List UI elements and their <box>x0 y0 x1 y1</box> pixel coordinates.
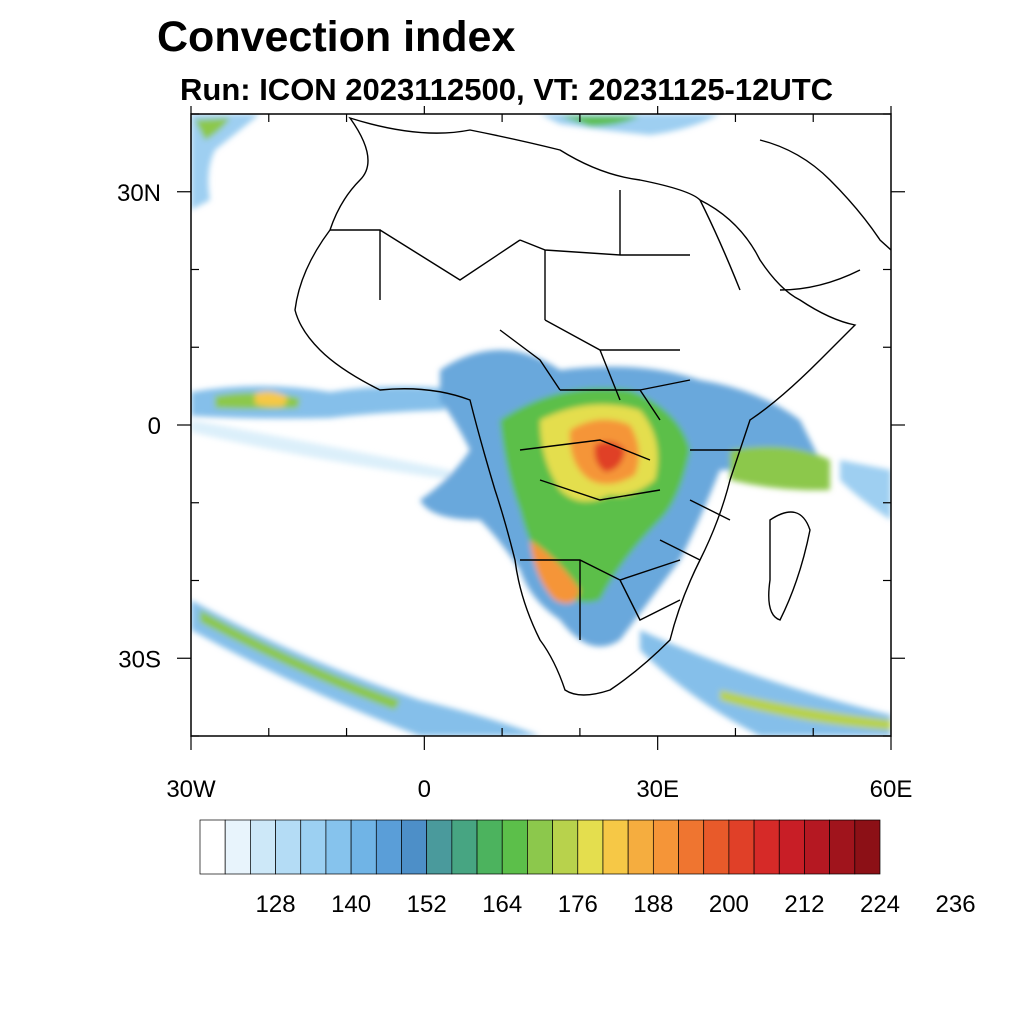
axis-ticks <box>177 106 905 750</box>
colorbar-swatch <box>854 819 881 875</box>
colorbar-swatch <box>350 819 377 875</box>
colorbar-swatch <box>451 819 478 875</box>
colorbar-swatch <box>804 819 830 875</box>
colorbar-swatch <box>501 819 528 875</box>
colorbar-tick-label: 212 <box>784 891 824 918</box>
axis-tick-labels: 30N 0 30S 30W 0 30E 60E <box>117 180 912 803</box>
colorbar-tick-label: 200 <box>709 891 749 918</box>
colorbar-swatch <box>577 819 604 875</box>
colorbar-swatch <box>627 819 654 875</box>
convection-field <box>191 114 891 736</box>
colorbar-swatch <box>250 819 276 875</box>
colorbar-swatch <box>325 819 352 875</box>
colorbar-tick-label: 224 <box>860 891 900 918</box>
colorbar-swatch <box>527 819 553 875</box>
colorbar-tick-label: 152 <box>407 891 447 918</box>
lon-tick-label: 30W <box>166 776 216 803</box>
colorbar-swatch <box>426 819 453 875</box>
chart-subtitle: Run: ICON 2023112500, VT: 20231125-12UTC <box>180 72 834 107</box>
colorbar-swatch <box>703 819 730 875</box>
colorbar-swatch <box>300 819 327 875</box>
lat-tick-label: 0 <box>148 413 161 440</box>
colorbar-tick-label: 188 <box>633 891 673 918</box>
colorbar-swatch <box>224 819 251 875</box>
colorbar-swatch <box>602 819 629 875</box>
lat-tick-label: 30N <box>117 180 161 207</box>
lon-tick-label: 30E <box>636 776 679 803</box>
colorbar-swatch <box>728 819 755 875</box>
lon-tick-label: 0 <box>418 776 431 803</box>
colorbar-swatch <box>778 819 805 875</box>
colorbar-swatch <box>829 819 856 875</box>
chart-title: Convection index <box>157 13 516 61</box>
colorbar: 128 140 152 164 176 188 200 212 224 236 <box>199 819 976 918</box>
colorbar-tick-label: 176 <box>558 891 598 918</box>
colorbar-swatch <box>375 819 402 875</box>
colorbar-swatch <box>476 819 503 875</box>
colorbar-swatch <box>552 819 579 875</box>
colorbar-tick-label: 236 <box>936 891 976 918</box>
colorbar-swatch <box>678 819 705 875</box>
lat-tick-label: 30S <box>118 646 161 673</box>
colorbar-swatch <box>275 819 302 875</box>
colorbar-tick-label: 128 <box>256 891 296 918</box>
colorbar-tick-label: 140 <box>331 891 371 918</box>
lon-tick-label: 60E <box>870 776 913 803</box>
colorbar-swatch <box>652 819 679 875</box>
colorbar-swatch <box>199 819 226 875</box>
colorbar-swatch <box>401 819 428 875</box>
coastlines <box>294 116 891 696</box>
colorbar-swatch <box>753 819 780 875</box>
colorbar-tick-label: 164 <box>482 891 522 918</box>
